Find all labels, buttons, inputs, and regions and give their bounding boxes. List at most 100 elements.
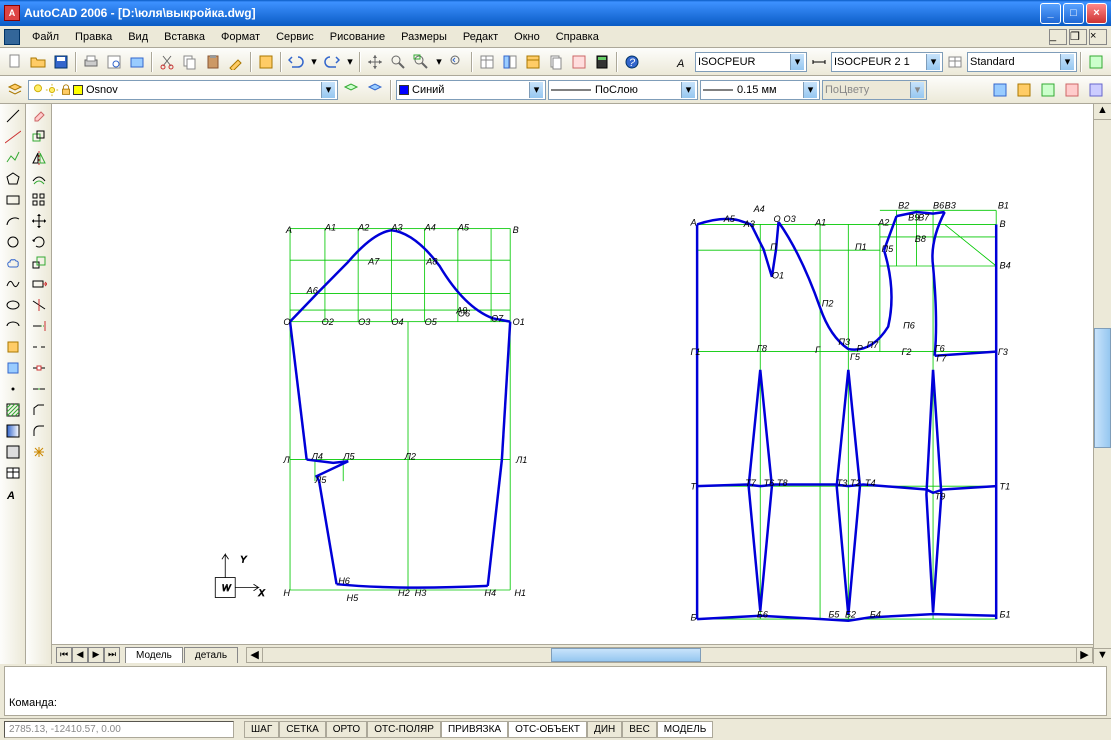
maximize-button[interactable]: □ [1063, 3, 1084, 24]
textstyle-combo[interactable]: ISOCPEUR▾ [695, 52, 807, 72]
otrack-toggle[interactable]: ОТС-ОБЪЕКТ [508, 721, 587, 738]
tab-layout1[interactable]: деталь [184, 647, 238, 663]
viewport-button1[interactable] [989, 79, 1011, 101]
viewport-button2[interactable] [1013, 79, 1035, 101]
publish-button[interactable] [126, 51, 148, 73]
paste-button[interactable] [202, 51, 224, 73]
lwt-toggle[interactable]: ВЕС [622, 721, 657, 738]
print-button[interactable] [80, 51, 102, 73]
drawing-canvas[interactable]: Y X W [52, 104, 1093, 644]
quickcalc-button[interactable] [591, 51, 613, 73]
menu-tools[interactable]: Сервис [268, 29, 322, 45]
snap-toggle[interactable]: ШАГ [244, 721, 279, 738]
dimstyle-icon[interactable] [808, 51, 830, 73]
osnap-toggle[interactable]: ПРИВЯЗКА [441, 721, 508, 738]
layer-previous-button[interactable] [340, 79, 362, 101]
tab-prev[interactable]: ◀ [72, 647, 88, 663]
mirror-button[interactable] [28, 148, 50, 168]
zoom-realtime-button[interactable] [387, 51, 409, 73]
menu-view[interactable]: Вид [120, 29, 156, 45]
viewport-button4[interactable] [1061, 79, 1083, 101]
array-button[interactable] [28, 190, 50, 210]
block-button[interactable] [2, 358, 24, 378]
markup-button[interactable] [568, 51, 590, 73]
layer-combo[interactable]: Osnov ▾ [28, 80, 338, 100]
redo-button[interactable] [321, 51, 343, 73]
scale-button[interactable] [28, 253, 50, 273]
tablestyle-combo[interactable]: Standard▾ [967, 52, 1077, 72]
join-button[interactable] [28, 379, 50, 399]
pan-button[interactable] [364, 51, 386, 73]
vscrollbar[interactable]: ▲ ▼ [1093, 104, 1111, 664]
model-toggle[interactable]: МОДЕЛЬ [657, 721, 713, 738]
viewport-button5[interactable] [1085, 79, 1107, 101]
redo-dropdown[interactable]: ▾ [344, 51, 356, 73]
break-button[interactable] [28, 337, 50, 357]
plot-preview-button[interactable] [103, 51, 125, 73]
move-button[interactable] [28, 211, 50, 231]
toolpalettes-button[interactable] [522, 51, 544, 73]
textstyle-icon[interactable]: A [672, 51, 694, 73]
color-combo[interactable]: Синий ▾ [396, 80, 546, 100]
layer-manager-button[interactable] [4, 79, 26, 101]
ortho-toggle[interactable]: ОРТО [326, 721, 367, 738]
menu-modify[interactable]: Редакт [455, 29, 506, 45]
polar-toggle[interactable]: ОТС-ПОЛЯР [367, 721, 441, 738]
arc-button[interactable] [2, 211, 24, 231]
menu-file[interactable]: Файл [24, 29, 67, 45]
tab-model[interactable]: Модель [125, 647, 183, 663]
region-button[interactable] [2, 442, 24, 462]
polygon-button[interactable] [2, 169, 24, 189]
fillet-button[interactable] [28, 421, 50, 441]
menu-format[interactable]: Формат [213, 29, 268, 45]
gradient-button[interactable] [2, 421, 24, 441]
minimize-button[interactable]: _ [1040, 3, 1061, 24]
help-button[interactable]: ? [621, 51, 643, 73]
xline-button[interactable] [2, 127, 24, 147]
spline-button[interactable] [2, 274, 24, 294]
ellipse-button[interactable] [2, 295, 24, 315]
app-menu-icon[interactable] [4, 29, 20, 45]
table-button[interactable] [2, 463, 24, 483]
vscroll-thumb[interactable] [1094, 328, 1111, 448]
copy-obj-button[interactable] [28, 127, 50, 147]
rotate-button[interactable] [28, 232, 50, 252]
save-button[interactable] [50, 51, 72, 73]
explode-button[interactable] [28, 442, 50, 462]
linetype-combo[interactable]: ПоСлою ▾ [548, 80, 698, 100]
hatch-button[interactable] [2, 400, 24, 420]
mtext-button[interactable]: A [2, 484, 24, 504]
point-button[interactable] [2, 379, 24, 399]
undo-button[interactable] [285, 51, 307, 73]
sheetset-button[interactable] [545, 51, 567, 73]
dimstyle-combo[interactable]: ISOCPEUR 2 1▾ [831, 52, 943, 72]
line-button[interactable] [2, 106, 24, 126]
style-extra-icon[interactable] [1085, 51, 1107, 73]
circle-button[interactable] [2, 232, 24, 252]
zoom-window-button[interactable] [410, 51, 432, 73]
copy-button[interactable] [179, 51, 201, 73]
properties-button[interactable] [476, 51, 498, 73]
mdi-minimize[interactable]: _ [1049, 29, 1067, 45]
menu-dimension[interactable]: Размеры [393, 29, 455, 45]
matchprop-button[interactable] [225, 51, 247, 73]
menu-draw[interactable]: Рисование [322, 29, 393, 45]
trim-button[interactable] [28, 295, 50, 315]
insert-button[interactable] [2, 337, 24, 357]
stretch-button[interactable] [28, 274, 50, 294]
cut-button[interactable] [156, 51, 178, 73]
offset-button[interactable] [28, 169, 50, 189]
pline-button[interactable] [2, 148, 24, 168]
layer-state-button[interactable] [364, 79, 386, 101]
dyn-toggle[interactable]: ДИН [587, 721, 622, 738]
mdi-close[interactable]: × [1089, 29, 1107, 45]
open-button[interactable] [27, 51, 49, 73]
blockeditor-button[interactable] [255, 51, 277, 73]
tablestyle-icon[interactable] [944, 51, 966, 73]
revcloud-button[interactable] [2, 253, 24, 273]
tab-last[interactable]: ⏭ [104, 647, 120, 663]
designcenter-button[interactable] [499, 51, 521, 73]
ellipsearc-button[interactable] [2, 316, 24, 336]
menu-window[interactable]: Окно [506, 29, 548, 45]
tab-first[interactable]: ⏮ [56, 647, 72, 663]
